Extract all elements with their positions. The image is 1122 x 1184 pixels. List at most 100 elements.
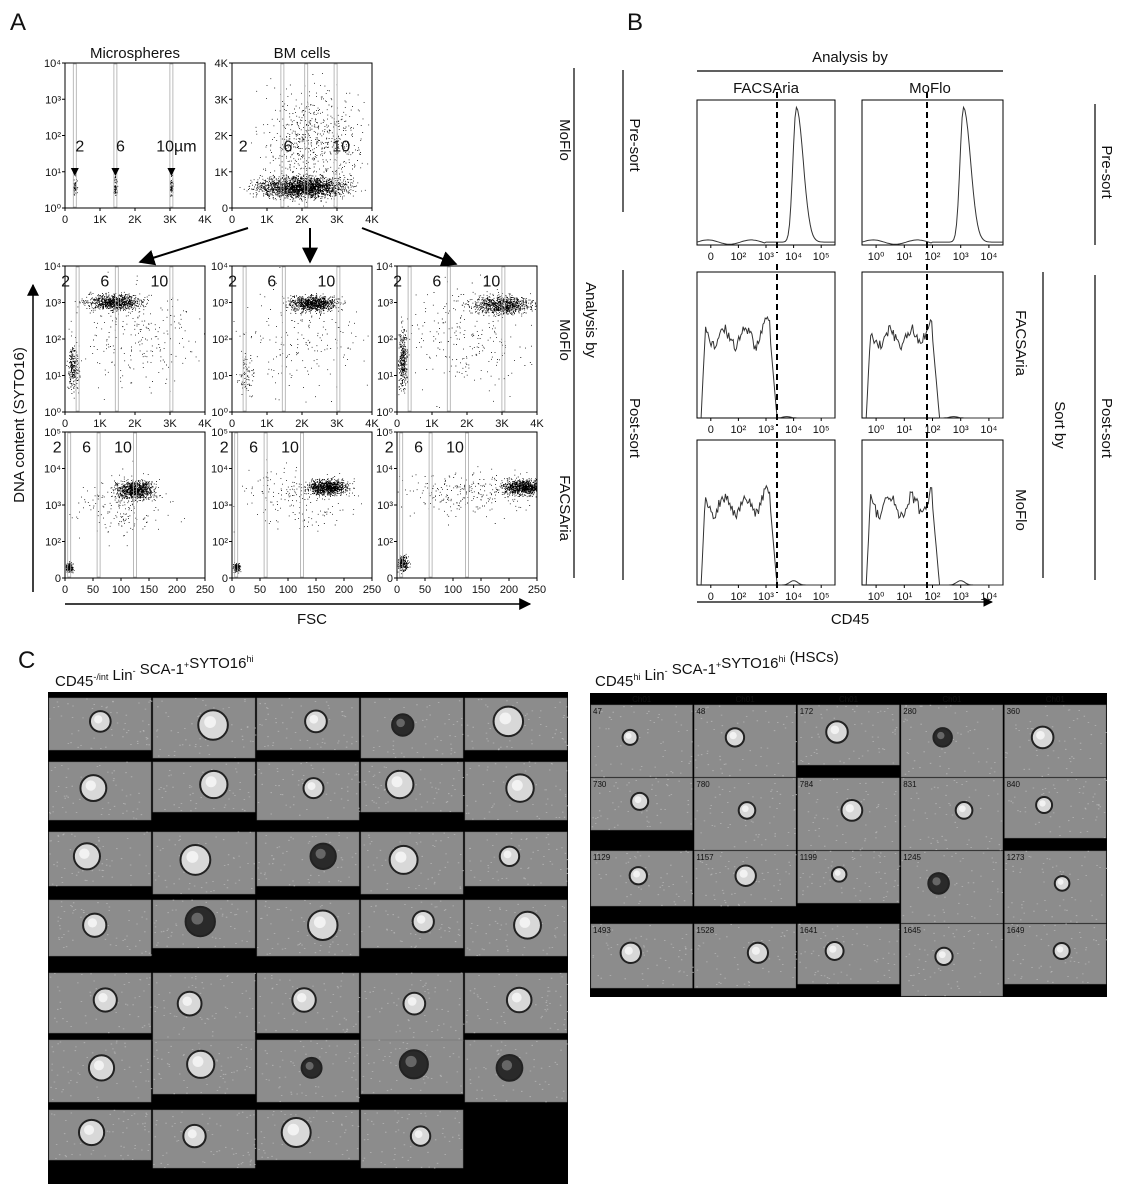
x-tick-label: 3K: [163, 214, 177, 226]
title-sup: -/int: [93, 672, 109, 682]
gate-label: 2: [61, 274, 70, 291]
cell-id: 1273: [1007, 853, 1025, 862]
x-tick-label: 10⁴: [785, 591, 802, 603]
x-tick-label: 1K: [260, 418, 274, 430]
cell-core: [182, 996, 192, 1006]
y-tick-label: 0: [222, 573, 228, 585]
cell-image: [153, 973, 255, 1041]
y-axis-label: DNA content (SYTO16): [11, 347, 28, 503]
x-tick-label: 2K: [128, 418, 142, 430]
cell-core: [314, 916, 326, 928]
x-tick-label: 4K: [530, 418, 544, 430]
cell-core: [415, 1130, 423, 1138]
flow-arrow: [362, 228, 456, 264]
y-tick-label: 10⁴: [376, 261, 393, 273]
gate-label: 10: [281, 440, 299, 457]
gallery-title: CD45-/int Lin- SCA-1+SYTO16hi: [55, 654, 253, 690]
gate-label: 6: [100, 274, 109, 291]
x-tick-label: 100: [279, 584, 297, 596]
x-tick-label: 150: [140, 584, 158, 596]
cell-core: [204, 716, 216, 728]
y-tick-label: 10³: [212, 298, 228, 310]
x-tick-label: 0: [708, 591, 714, 603]
cell-core: [94, 1060, 104, 1070]
cell-core: [625, 947, 633, 955]
x-tick-label: 3K: [330, 418, 344, 430]
x-tick-label: 10³: [953, 251, 969, 263]
gate-label: 6: [414, 440, 423, 457]
y-tick-label: 10¹: [377, 371, 393, 383]
cell-core: [193, 1056, 204, 1067]
column-title: MoFlo: [909, 80, 951, 97]
cell-core: [86, 780, 96, 790]
column-title: Microspheres: [90, 45, 180, 62]
title-sup: hi: [778, 654, 785, 664]
side-label: Analysis by: [582, 282, 599, 358]
sort-by-label: Sort by: [1051, 401, 1068, 449]
cell-id: 1641: [800, 926, 818, 935]
cell-core: [959, 805, 966, 812]
x-tick-label: 2K: [295, 418, 309, 430]
cell-id: 48: [696, 707, 705, 716]
plot-frame: [232, 266, 372, 412]
x-tick-label: 2K: [295, 214, 309, 226]
cell-core: [84, 1125, 94, 1135]
x-tick-label: 3K: [330, 214, 344, 226]
x-tick-label: 0: [229, 584, 235, 596]
cell-core: [502, 1060, 512, 1070]
plot-frame: [397, 266, 537, 412]
x-tick-label: 0: [229, 418, 235, 430]
y-tick-label: 10⁵: [211, 427, 228, 439]
x-tick-label: 250: [528, 584, 546, 596]
column-title: BM cells: [274, 45, 331, 62]
gallery-title: CD45hi Lin- SCA-1+SYTO16hi (HSCs): [595, 649, 839, 690]
cell-core: [206, 776, 217, 787]
y-tick-label: 10⁰: [44, 407, 61, 419]
x-tick-label: 10⁴: [980, 251, 997, 263]
cell-core: [729, 732, 736, 739]
cell-core: [504, 850, 512, 858]
y-tick-label: 10³: [45, 94, 61, 106]
gate-label: 10: [114, 440, 132, 457]
y-tick-label: 4K: [215, 58, 229, 70]
y-tick-label: 10³: [377, 298, 393, 310]
plot-frame: [697, 100, 835, 245]
x-tick-label: 200: [335, 584, 353, 596]
x-tick-label: 3K: [495, 418, 509, 430]
y-tick-label: 10²: [377, 537, 393, 549]
y-tick-label: 10⁴: [211, 464, 228, 476]
x-tick-label: 0: [394, 418, 400, 430]
gate-label: 10µm: [156, 139, 196, 156]
cell-id: 47: [593, 707, 602, 716]
y-tick-label: 10²: [45, 537, 61, 549]
cell-core: [635, 796, 642, 803]
x-tick-label: 50: [419, 584, 431, 596]
cell-id: 1645: [903, 926, 921, 935]
title-text: SCA-1: [136, 661, 184, 678]
top-label: Analysis by: [812, 49, 888, 66]
y-tick-label: 10⁴: [44, 464, 61, 476]
x-tick-label: 1K: [93, 214, 107, 226]
gate-label: 2: [393, 274, 402, 291]
cell-id: 831: [903, 780, 917, 789]
cell-core: [309, 715, 318, 724]
x-tick-label: 10³: [953, 591, 969, 603]
y-tick-label: 10²: [45, 131, 61, 143]
x-tick-label: 10⁵: [813, 591, 830, 603]
cell-core: [932, 877, 940, 885]
plot-frame: [697, 272, 835, 418]
cell-id: 1157: [696, 853, 714, 862]
y-tick-label: 10⁰: [211, 407, 228, 419]
figure: A B C Microspheres BM cells MoFlo MoFlo …: [0, 0, 1122, 1184]
cell-core: [1036, 731, 1045, 740]
flow-arrow: [140, 228, 248, 262]
x-tick-label: 4K: [198, 214, 212, 226]
cell-id: 780: [696, 780, 710, 789]
cell-id: 1245: [903, 853, 921, 862]
x-tick-label: 10⁰: [868, 591, 885, 603]
y-tick-label: 2K: [215, 131, 229, 143]
channel-header: Ch01: [839, 695, 859, 704]
x-tick-label: 10¹: [896, 251, 912, 263]
cell-id: 1528: [696, 926, 714, 935]
cell-id: 784: [800, 780, 814, 789]
